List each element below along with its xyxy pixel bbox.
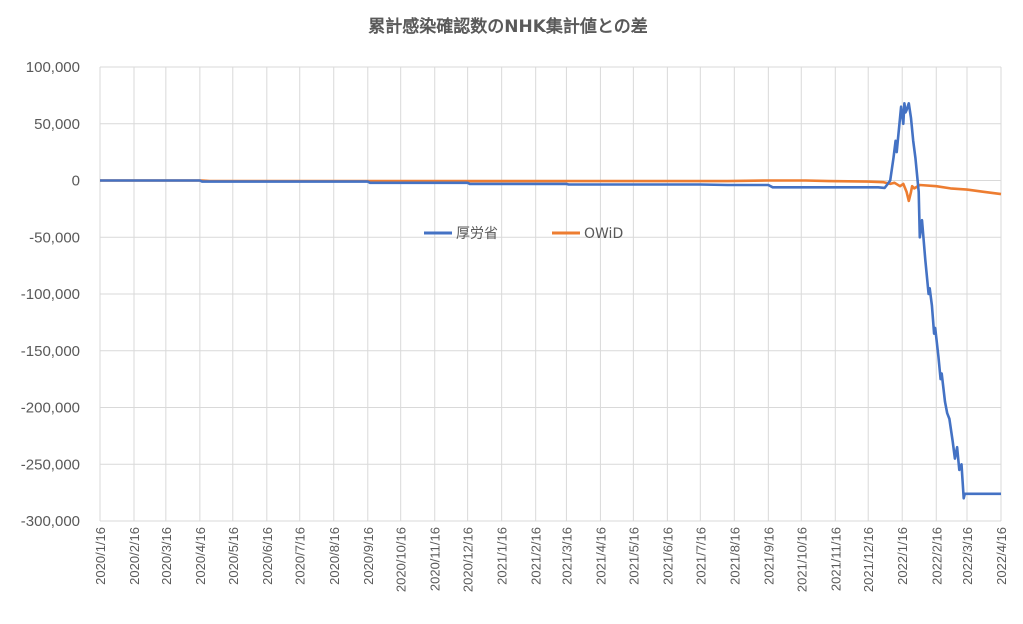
series-line-kourousho	[100, 102, 1001, 500]
y-tick-label: -200,000	[21, 400, 80, 417]
y-tick-label: 100,000	[26, 59, 80, 76]
y-tick-label: -250,000	[21, 456, 80, 473]
x-tick-label: 2021/5/16	[626, 527, 641, 585]
x-tick-label: 2021/1/16	[495, 527, 510, 585]
x-tick-label: 2020/9/16	[361, 527, 376, 585]
y-tick-label: -100,000	[21, 286, 80, 303]
x-tick-label: 2020/7/16	[293, 527, 308, 585]
x-tick-label: 2020/2/16	[127, 527, 142, 585]
x-tick-label: 2020/3/16	[159, 527, 174, 585]
y-tick-label: 0	[72, 173, 80, 190]
x-tick-label: 2022/1/16	[895, 527, 910, 585]
x-tick-label: 2020/6/16	[260, 527, 275, 585]
legend: 厚労省 OWiD	[424, 226, 623, 242]
plot-area	[100, 102, 1002, 500]
x-tick-label: 2022/4/16	[994, 527, 1009, 585]
x-axis: 2020/1/16 2020/2/16 2020/3/16 2020/4/16 2020…	[93, 527, 1009, 592]
x-tick-label: 2020/5/16	[226, 527, 241, 585]
x-tick-label: 2021/12/16	[861, 527, 876, 592]
x-tick-label: 2020/11/16	[428, 527, 443, 591]
y-tick-label: -300,000	[21, 513, 80, 530]
legend-label-owid: OWiD	[584, 226, 623, 242]
x-tick-label: 2021/2/16	[529, 527, 544, 585]
legend-label-kourousho: 厚労省	[456, 226, 498, 242]
chart-title: 累計感染確認数のNHK集計値との差	[368, 16, 647, 37]
y-tick-label: 50,000	[34, 116, 80, 133]
y-tick-label: -150,000	[21, 343, 80, 360]
x-tick-label: 2020/10/16	[394, 527, 409, 592]
x-tick-label: 2021/8/16	[727, 527, 742, 585]
x-tick-label: 2022/2/16	[929, 527, 944, 585]
x-tick-label: 2021/6/16	[660, 527, 675, 585]
x-tick-label: 2022/3/16	[960, 527, 975, 585]
y-tick-label: -50,000	[29, 229, 80, 246]
x-tick-label: 2021/3/16	[559, 527, 574, 585]
x-tick-label: 2020/8/16	[327, 527, 342, 585]
x-tick-label: 2020/12/16	[461, 527, 476, 592]
x-tick-label: 2020/4/16	[193, 527, 208, 585]
series-line-owid	[100, 179, 1002, 203]
x-tick-label: 2021/9/16	[761, 527, 776, 585]
x-tick-label: 2020/1/16	[93, 527, 108, 585]
x-tick-label: 2021/10/16	[794, 527, 809, 592]
grid	[99, 66, 1002, 522]
x-tick-label: 2021/4/16	[593, 527, 608, 585]
y-axis: 100,000 50,000 0 -50,000 -100,000 -150,000 -20…	[21, 59, 80, 530]
x-tick-label: 2021/7/16	[693, 527, 708, 585]
x-tick-label: 2021/11/16	[828, 527, 843, 591]
